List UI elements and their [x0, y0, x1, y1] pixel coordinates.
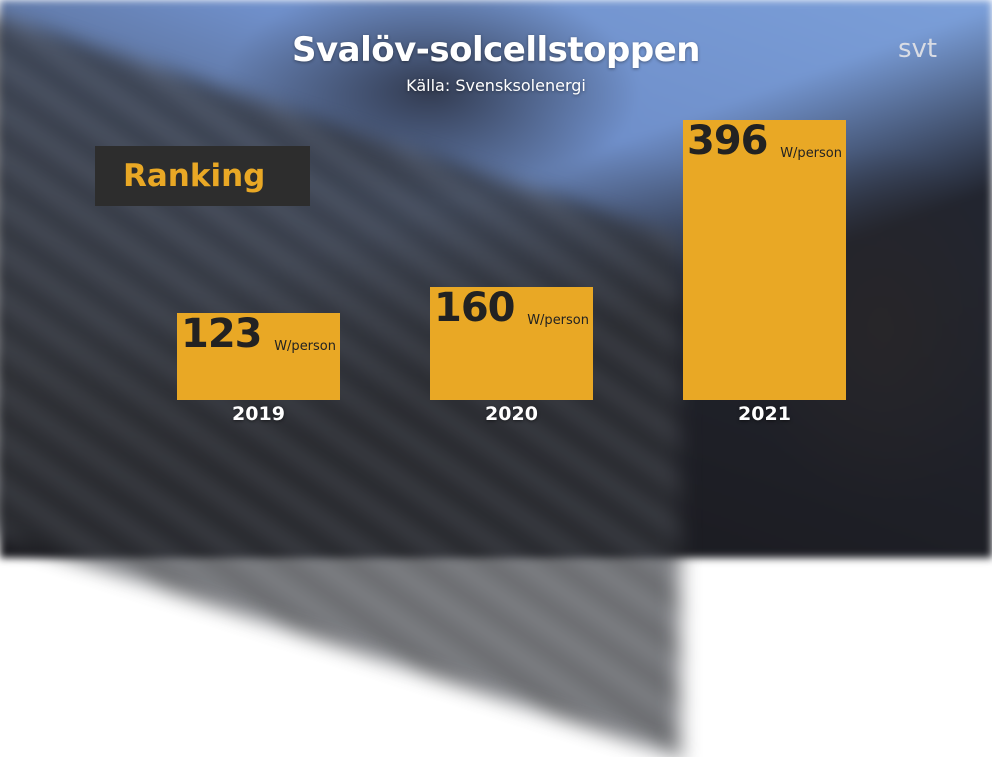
bar-2021: 396 W/person: [683, 118, 846, 400]
data-label: 123: [181, 311, 262, 358]
x-tick-label: 2019: [232, 403, 285, 425]
svt-logo: svt: [898, 34, 938, 64]
x-tick-label: 2020: [485, 403, 538, 425]
unit-label: W/person: [274, 339, 336, 355]
bar-2020: 160 W/person: [430, 284, 593, 400]
unit-label: W/person: [527, 312, 589, 328]
data-label: 160: [434, 284, 515, 331]
bar-2019: 123 W/person: [177, 311, 340, 400]
chart-source: Källa: Svensksolenergi: [406, 76, 586, 95]
data-label: 396: [687, 118, 768, 164]
ranking-label: Ranking: [95, 146, 310, 206]
chart-title: Svalöv-solcellstoppen: [292, 30, 700, 70]
unit-label: W/person: [780, 146, 842, 161]
x-tick-label: 2021: [738, 403, 791, 425]
